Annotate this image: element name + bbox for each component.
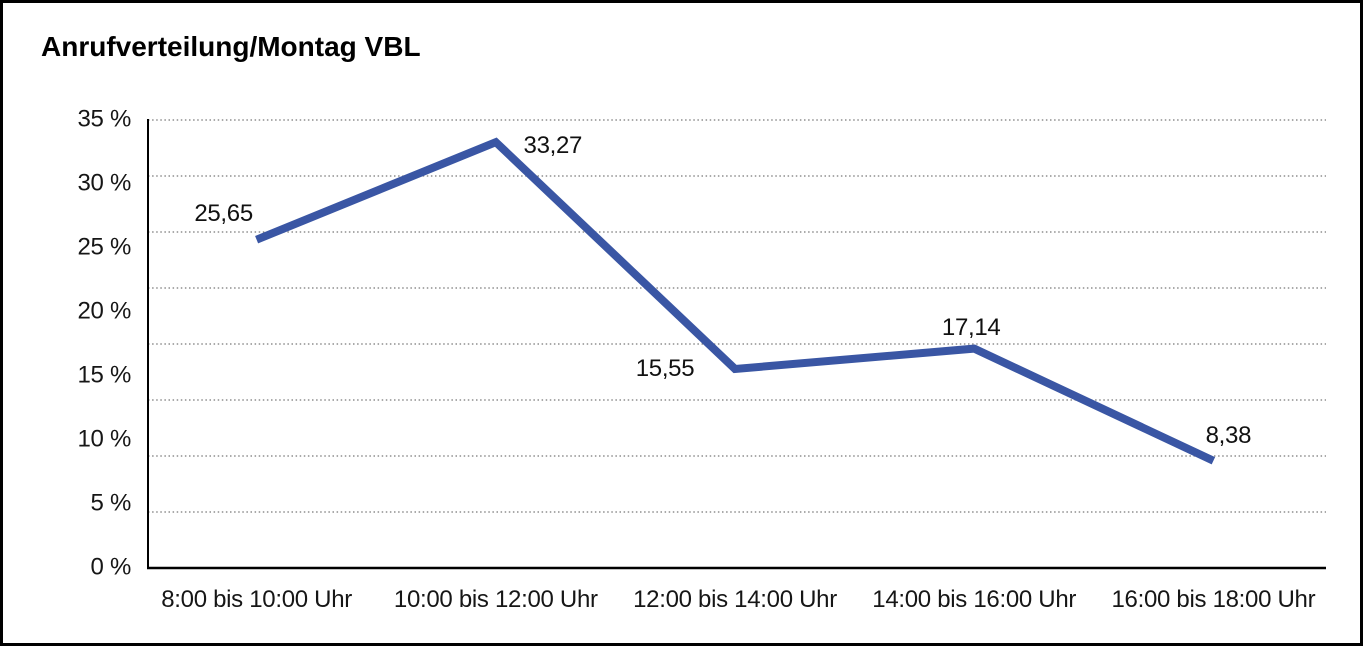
x-tick-label: 8:00 bis 10:00 Uhr — [161, 586, 352, 613]
x-tick-label: 10:00 bis 12:00 Uhr — [393, 586, 598, 613]
data-point-label: 8,38 — [1205, 421, 1252, 449]
x-tick-label: 16:00 bis 18:00 Uhr — [1111, 586, 1316, 613]
data-point-label: 25,65 — [194, 199, 253, 227]
y-tick-label: 15 % — [77, 361, 131, 389]
y-tick-label: 20 % — [77, 297, 131, 325]
data-series-line — [255, 137, 1216, 465]
data-point-label: 15,55 — [635, 354, 695, 382]
data-point-label: 33,27 — [523, 132, 583, 160]
data-point-label: 17,14 — [941, 313, 1001, 341]
chart-title: Anrufverteilung/Montag VBL — [41, 31, 421, 62]
y-tick-label: 5 % — [90, 489, 132, 517]
x-tick-label: 14:00 bis 16:00 Uhr — [872, 586, 1077, 613]
y-tick-label: 25 % — [77, 233, 131, 261]
y-tick-label: 30 % — [77, 169, 131, 197]
y-tick-label: 35 % — [77, 105, 131, 133]
x-tick-label: 12:00 bis 14:00 Uhr — [633, 586, 837, 613]
line-chart-canvas — [147, 119, 1326, 570]
y-tick-label: 0 % — [90, 553, 132, 581]
y-tick-label: 10 % — [77, 425, 131, 453]
